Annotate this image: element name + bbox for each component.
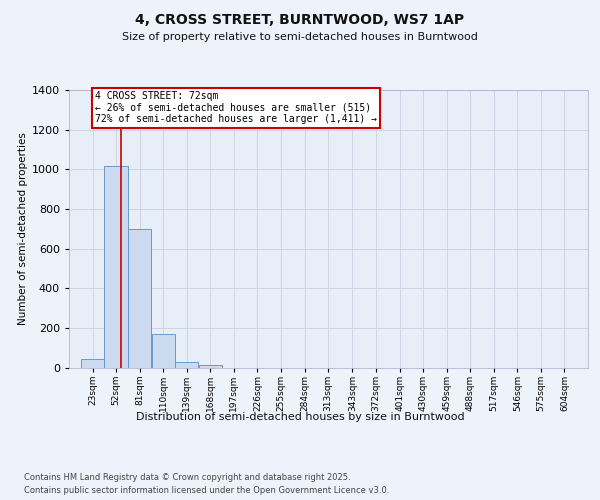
- Text: Contains HM Land Registry data © Crown copyright and database right 2025.: Contains HM Land Registry data © Crown c…: [24, 472, 350, 482]
- Bar: [128, 229, 151, 368]
- Text: 4, CROSS STREET, BURNTWOOD, WS7 1AP: 4, CROSS STREET, BURNTWOOD, WS7 1AP: [136, 12, 464, 26]
- Bar: [104, 166, 128, 368]
- Text: Contains public sector information licensed under the Open Government Licence v3: Contains public sector information licen…: [24, 486, 389, 495]
- Text: Distribution of semi-detached houses by size in Burntwood: Distribution of semi-detached houses by …: [136, 412, 464, 422]
- Bar: [152, 334, 175, 368]
- Text: 4 CROSS STREET: 72sqm
← 26% of semi-detached houses are smaller (515)
72% of sem: 4 CROSS STREET: 72sqm ← 26% of semi-deta…: [95, 91, 377, 124]
- Bar: [81, 358, 104, 368]
- Y-axis label: Number of semi-detached properties: Number of semi-detached properties: [17, 132, 28, 325]
- Bar: [199, 364, 222, 368]
- Text: Size of property relative to semi-detached houses in Burntwood: Size of property relative to semi-detach…: [122, 32, 478, 42]
- Bar: [175, 362, 199, 368]
